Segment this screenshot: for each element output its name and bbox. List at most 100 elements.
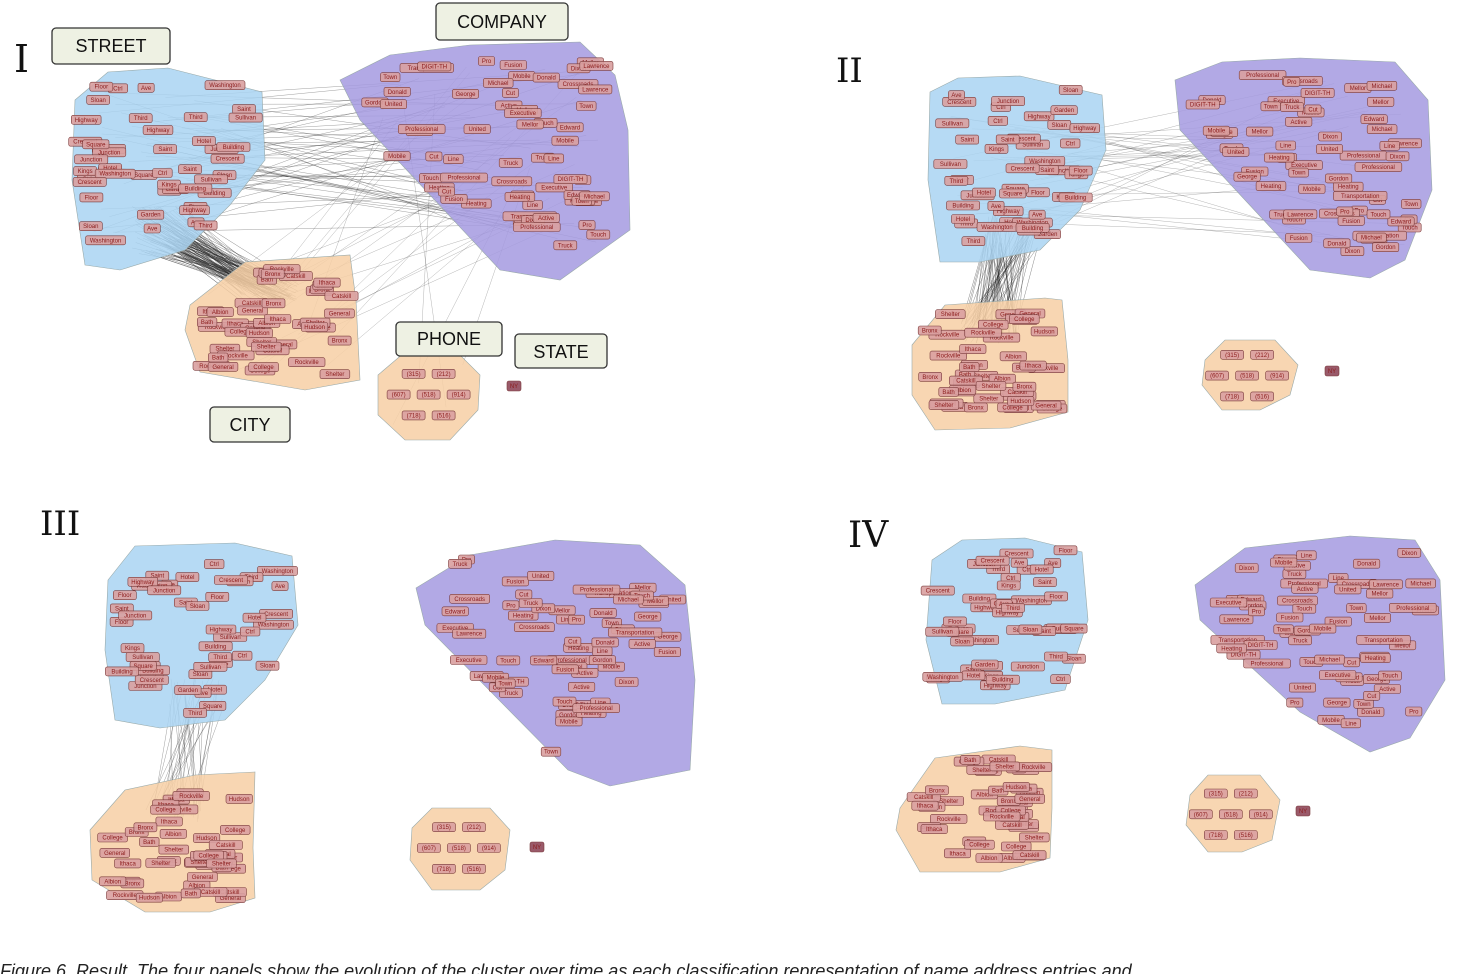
street-node: Crescent [72,177,107,187]
node-label: Gordon [559,713,579,719]
node-box [513,222,561,232]
company-node: United [1289,682,1317,693]
node-box [1204,788,1228,799]
node-box [440,172,488,183]
node-box [972,187,996,198]
company-node: Edward [530,655,558,666]
node-label: Highway [1073,126,1096,132]
company-node: Truck [498,158,523,168]
city-node: Bath [197,317,218,328]
node-label: Third [213,655,227,661]
node-box [504,108,542,118]
street-node: Hotel [972,187,996,198]
node-box [1366,81,1398,91]
node-label: Pro [506,603,516,609]
node-label: Hudson [139,896,160,902]
company-label: COMPANY [457,12,547,32]
phone-node: (607) [1205,370,1229,381]
node-label: Cut [519,592,529,598]
street-node: Highway [1069,123,1101,133]
street-node: Third [1001,603,1025,613]
node-label: Line [561,618,573,624]
node-label: Mellor [1373,100,1389,106]
node-label: Hotel [180,575,194,581]
node-box [1366,124,1398,134]
street-node: Sloan [1018,624,1043,635]
node-label: Professional [1246,73,1279,79]
node-box [1010,661,1045,672]
node-label: (516) [437,413,451,419]
city-node: College [97,832,128,843]
node-box [79,192,104,203]
company-node: Pro [502,600,520,611]
node-label: Third [188,711,202,717]
node-label: George [1366,677,1387,683]
company-node: Mellor [516,119,544,130]
node-label: Ave [991,204,1002,210]
city-node: Ithaca [313,277,341,288]
street-node: Building [105,666,139,677]
node-label: Active [538,216,555,222]
company-node: Line [1340,718,1361,729]
street-node: Building [962,593,997,604]
node-label: Town [1277,627,1291,633]
node-box [1309,623,1337,634]
company-node: Mobile [555,716,583,727]
node-label: Bath [992,789,1004,795]
node-box [987,116,1008,126]
node-label: Square [950,630,970,636]
node-label: Building [204,191,225,197]
street-node: Ave [987,201,1005,211]
node-label: Washington [99,172,130,178]
company-node: Fusion [501,576,529,587]
node-label: Shelter [995,764,1014,770]
node-label: Catskill [914,795,933,801]
company-node: Heating [1216,643,1247,654]
node-label: Albion [165,832,182,838]
node-label: Fusion [1329,620,1347,626]
node-box [120,643,145,654]
node-label: Third [1049,655,1063,661]
node-label: Town [498,681,512,687]
node-label: Professional [580,588,613,594]
node-label: Line [1345,721,1357,727]
node-label: (914) [1254,812,1268,818]
node-label: (914) [1270,374,1284,380]
node-box [930,814,968,824]
company-node: Executive [450,655,488,665]
node-label: College [253,365,274,371]
node-label: (212) [467,825,481,831]
node-label: (718) [1209,833,1223,839]
node-label: Heating [1221,646,1242,652]
node-label: Truck [503,691,519,697]
node-label: Ave [141,86,152,92]
node-label: Rockville [989,336,1014,342]
node-label: Ave [951,93,962,99]
city-node: College [1009,314,1040,325]
node-label: Active [634,642,651,648]
node-label: Junction [124,613,146,619]
node-box [1288,167,1309,178]
node-label: Active [1379,687,1396,693]
phone-node: (315) [1220,349,1244,360]
node-box [383,87,411,97]
node-label: Lawrence [456,632,483,638]
node-box [1292,603,1317,614]
company-node: Lawrence [579,61,614,71]
node-label: Sloan [955,639,970,645]
node-box [917,325,942,336]
node-label: Michael [584,194,605,200]
street-node: Kings [996,580,1021,591]
node-label: Washington [963,638,994,644]
node-label: Ctrl [993,119,1002,125]
phone-node: (315) [1204,788,1228,799]
city-node: College [977,319,1009,330]
node-label: Ithaca [917,804,934,810]
city-node: Bronx [1012,381,1037,392]
node-label: Garden [166,187,186,193]
street-node: Junction [991,96,1026,106]
company-node: Cut [1363,690,1381,701]
node-box [1298,184,1326,194]
city-node: Bronx [917,325,942,336]
node-box [443,154,464,164]
